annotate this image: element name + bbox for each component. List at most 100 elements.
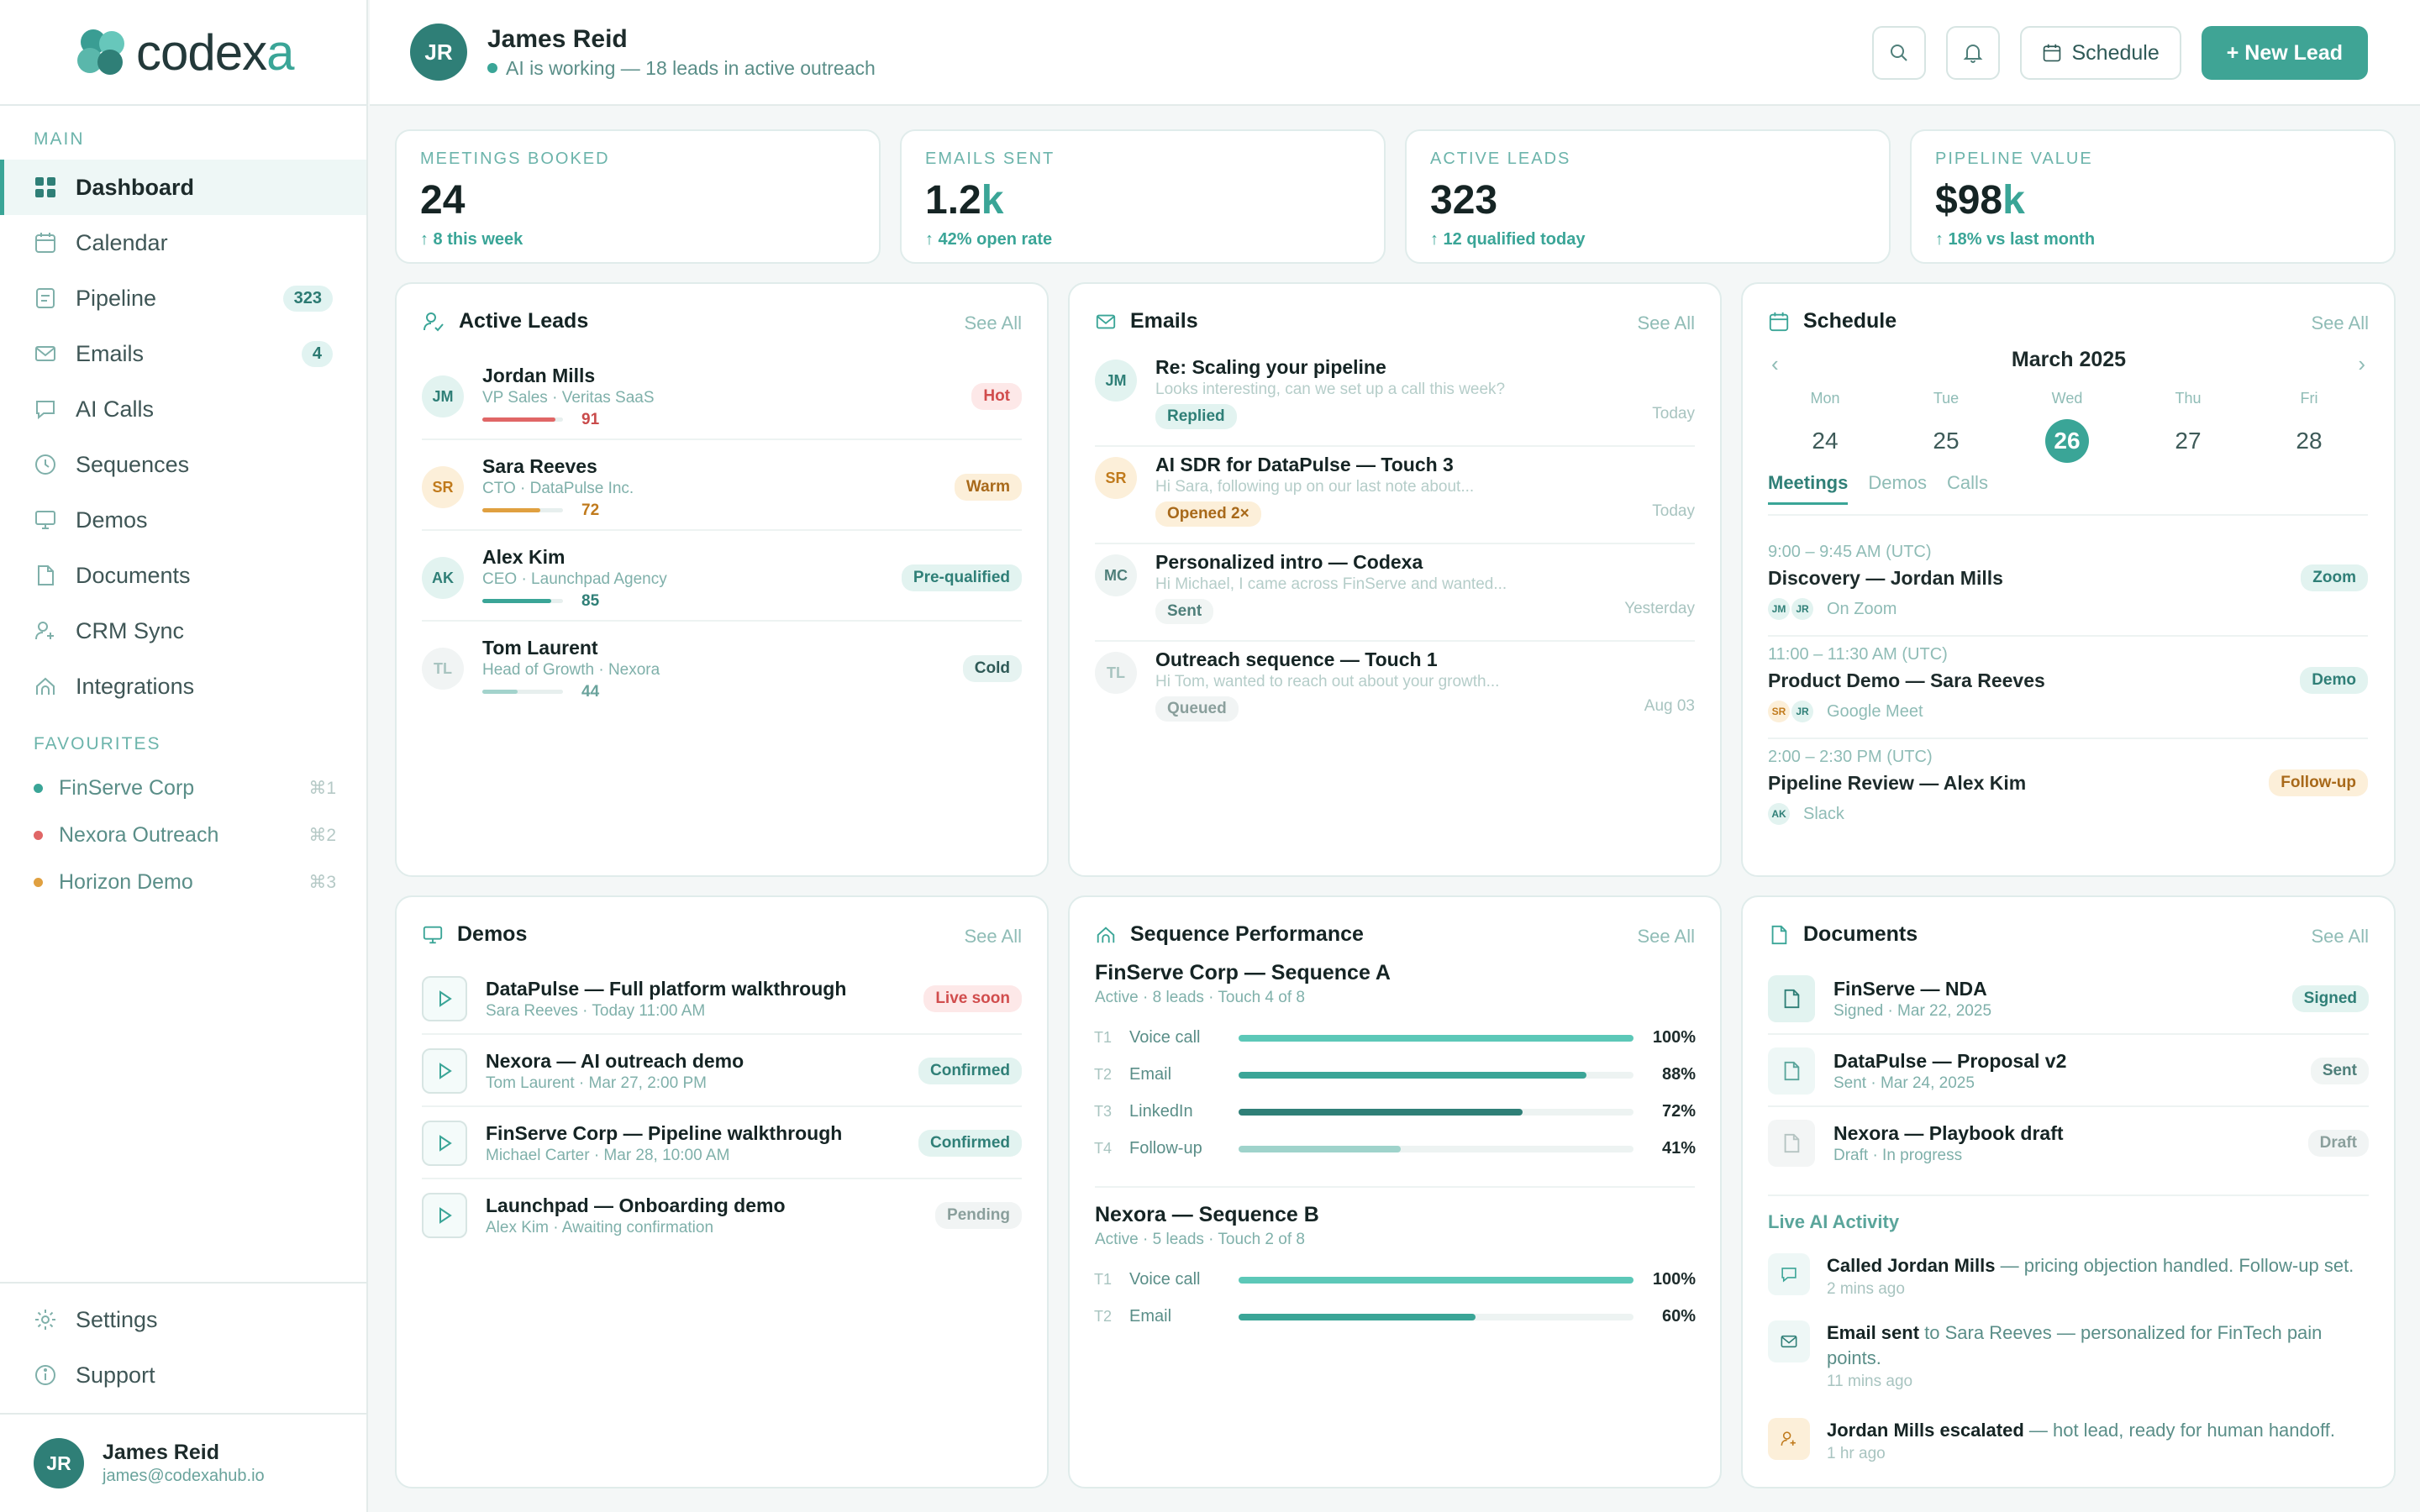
day-name: Tue [1933,390,1960,407]
prev-month-chevron-icon[interactable]: ‹ [1771,351,1779,376]
favourite-label: Nexora Outreach [59,822,219,847]
email-row[interactable]: MC Personalized intro — Codexa Hi Michae… [1095,551,1695,635]
status-dot-icon [34,830,43,840]
search-button[interactable] [1871,26,1926,80]
calendar-day[interactable]: Mon 24 [1783,390,1867,463]
meeting-item[interactable]: 9:00 – 9:45 AM (UTC) Discovery — Jordan … [1768,543,2368,620]
play-icon[interactable] [422,1048,467,1094]
play-icon[interactable] [422,976,467,1021]
calendar-day-selected[interactable]: Wed 26 [2025,390,2109,463]
document-sub: Signed · Mar 22, 2025 [1833,1001,1992,1020]
see-all-link[interactable]: See All [1637,312,1696,333]
lead-name: Tom Laurent [482,636,598,659]
demo-row[interactable]: DataPulse — Full platform walkthrough Sa… [422,969,1022,1028]
avatar: JR [34,1438,84,1488]
lead-score: 44 [482,683,660,701]
sidebar-item-calendar[interactable]: Calendar [0,215,366,270]
sidebar-item-ai-calls[interactable]: AI Calls [0,381,366,437]
sidebar-item-documents[interactable]: Documents [0,548,366,603]
status-badge: Zoom [2301,564,2368,591]
activity-time: 1 hr ago [1827,1445,1886,1462]
sidebar-item-emails[interactable]: Emails 4 [0,326,366,381]
lead-row[interactable]: AK Alex Kim CEO · Launchpad Agency 85 Pr… [422,543,1022,613]
email-row[interactable]: SR AI SDR for DataPulse — Touch 3 Hi Sar… [1095,454,1695,538]
schedule-button-label: Schedule [2071,40,2160,65]
play-icon[interactable] [422,1121,467,1166]
tab-meetings[interactable]: Meetings [1768,472,1849,505]
sequence-step: T2 Email 88% [1094,1065,1696,1084]
sidebar-item-sequences[interactable]: Sequences [0,437,366,492]
lead-row[interactable]: SR Sara Reeves CTO · DataPulse Inc. 72 W… [422,452,1022,522]
integrations-icon [1095,924,1117,946]
info-icon [34,1363,57,1387]
status-badge: Confirmed [918,1058,1022,1084]
demo-row[interactable]: Launchpad — Onboarding demo Alex Kim · A… [422,1186,1022,1245]
see-all-link[interactable]: See All [1637,926,1696,947]
sidebar-item-label: Integrations [76,673,195,699]
brand-logo[interactable]: codexa [0,0,366,106]
user-card[interactable]: JR James Reid james@codexahub.io [0,1413,366,1512]
email-row[interactable]: TL Outreach sequence — Touch 1 Hi Tom, w… [1095,648,1695,732]
avatar: JM [1095,360,1137,402]
email-time: Today [1652,405,1695,423]
calendar-day[interactable]: Thu 27 [2146,390,2230,463]
avatar[interactable]: JR [410,24,467,81]
sidebar-item-pipeline[interactable]: Pipeline 323 [0,270,366,326]
stat-card-meetings: MEETINGS BOOKED 24 ↑ 8 this week [395,129,881,264]
document-row[interactable]: DataPulse — Proposal v2 Sent · Mar 24, 2… [1768,1042,2369,1100]
email-row[interactable]: JM Re: Scaling your pipeline Looks inter… [1095,356,1695,440]
shortcut-key: ⌘3 [308,872,336,892]
sidebar-item-settings[interactable]: Settings [0,1292,366,1347]
notifications-button[interactable] [1945,26,2000,80]
see-all-link[interactable]: See All [2311,926,2370,947]
tab-calls[interactable]: Calls [1947,472,1988,493]
sidebar-item-demos[interactable]: Demos [0,492,366,548]
lead-row[interactable]: TL Tom Laurent Head of Growth · Nexora 4… [422,633,1022,704]
calendar-day[interactable]: Fri 28 [2267,390,2351,463]
lead-title: VP Sales · Veritas SaaS [482,388,655,407]
document-row[interactable]: FinServe — NDA Signed · Mar 22, 2025 Sig… [1768,969,2369,1028]
lead-row[interactable]: JM Jordan Mills VP Sales · Veritas SaaS … [422,361,1022,432]
status-badge: Draft [2307,1130,2369,1157]
tab-demos[interactable]: Demos [1868,472,1928,493]
favourite-finserve[interactable]: FinServe Corp ⌘1 [34,771,336,805]
sidebar-item-integrations[interactable]: Integrations [0,659,366,714]
sequence-group-header[interactable]: Nexora — Sequence B Active · 5 leads · T… [1095,1203,1319,1249]
sequence-group-header[interactable]: FinServe Corp — Sequence A Active · 8 le… [1095,961,1391,1007]
meeting-item[interactable]: 11:00 – 11:30 AM (UTC) Product Demo — Sa… [1768,645,2368,722]
email-subject: AI SDR for DataPulse — Touch 3 [1155,454,1454,475]
email-time: Aug 03 [1644,697,1695,715]
emails-count-badge: 4 [301,340,333,367]
stat-card-leads: ACTIVE LEADS 323 ↑ 12 qualified today [1405,129,1891,264]
see-all-link[interactable]: See All [2311,312,2370,333]
demo-row[interactable]: Nexora — AI outreach demo Tom Laurent · … [422,1042,1022,1100]
favourite-label: Horizon Demo [59,869,193,894]
favourite-nexora[interactable]: Nexora Outreach ⌘2 [34,818,336,852]
calendar-day[interactable]: Tue 25 [1904,390,1988,463]
meeting-item[interactable]: 2:00 – 2:30 PM (UTC) Pipeline Review — A… [1768,748,2368,825]
see-all-link[interactable]: See All [964,926,1023,947]
sidebar-item-dashboard[interactable]: Dashboard [0,160,366,215]
status-badge: Pending [935,1202,1022,1229]
card-title: Active Leads [422,309,588,333]
lead-score: 91 [482,411,655,429]
meeting-location: Google Meet [1827,701,1923,721]
see-all-link[interactable]: See All [964,312,1023,333]
demo-row[interactable]: FinServe Corp — Pipeline walkthrough Mic… [422,1114,1022,1173]
status-badge: Hot [971,383,1022,410]
schedule-button[interactable]: Schedule [2019,26,2181,80]
sidebar-item-crm-sync[interactable]: CRM Sync [0,603,366,659]
play-icon[interactable] [422,1193,467,1238]
sidebar-item-support[interactable]: Support [0,1347,366,1403]
next-month-chevron-icon[interactable]: › [2358,351,2365,376]
day-number: 25 [1933,428,1960,454]
status-badge: Opened 2× [1155,501,1261,527]
day-number: 26 [2045,419,2089,463]
calendar-icon [1768,311,1790,333]
favourite-horizon[interactable]: Horizon Demo ⌘3 [34,865,336,899]
document-row[interactable]: Nexora — Playbook draft Draft · In progr… [1768,1114,2369,1173]
shortcut-key: ⌘2 [308,825,336,845]
new-lead-button[interactable]: + New Lead [2201,26,2368,80]
sidebar-item-label: AI Calls [76,396,155,422]
email-subject: Re: Scaling your pipeline [1155,356,1386,378]
